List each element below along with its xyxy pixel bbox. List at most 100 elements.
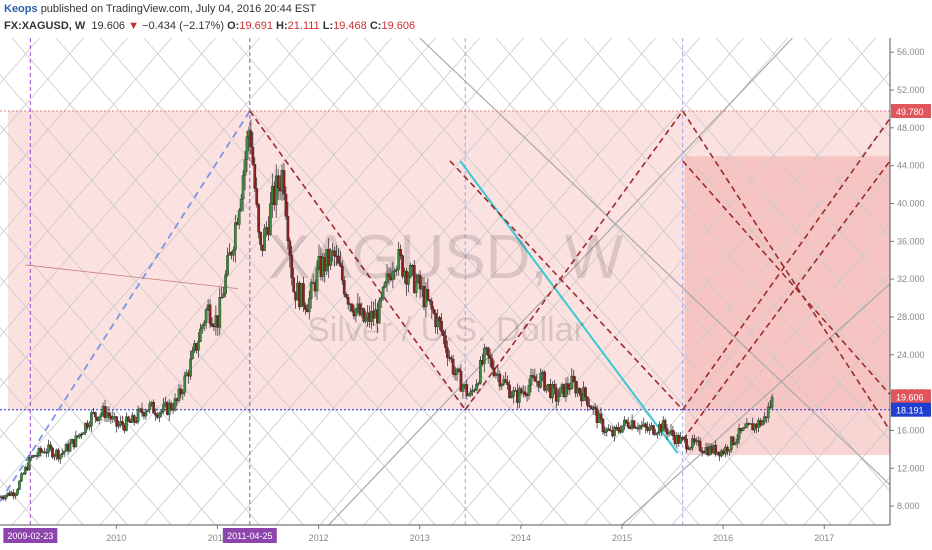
candle-body [292, 277, 296, 292]
candle-body [545, 384, 548, 391]
candle-body [144, 411, 148, 417]
candle-body [477, 383, 480, 385]
candle-body [18, 480, 21, 490]
candle-body [568, 388, 572, 391]
candle-body [506, 382, 509, 386]
date-label-box [222, 528, 277, 543]
candle-body [237, 210, 241, 225]
candle-body [714, 444, 718, 455]
candle-body [626, 422, 630, 428]
y-tick-label: 32.000 [897, 274, 925, 284]
candle-body [125, 416, 128, 431]
candle-body [687, 448, 690, 450]
candle-body [500, 384, 504, 387]
candle-body [469, 391, 473, 396]
candle-body [498, 373, 502, 387]
publisher-line: Keops published on TradingView.com, July… [4, 3, 316, 15]
x-tick-label: 2017 [814, 533, 834, 543]
projection-line [681, 110, 890, 431]
candle-body [136, 409, 140, 423]
projection-line [249, 110, 466, 411]
candle-body [381, 286, 385, 298]
candle-body [340, 265, 344, 281]
candle-body [379, 297, 383, 301]
candle-body [257, 204, 261, 233]
candle-body [162, 404, 165, 412]
candle-body [473, 389, 476, 392]
candle-body [479, 360, 482, 384]
candle-body [632, 420, 636, 428]
candle-body [397, 249, 401, 270]
candle-body [344, 294, 348, 298]
candle-body [274, 175, 278, 206]
candle-body [39, 448, 43, 453]
candle-body [152, 401, 155, 414]
candle-body [648, 426, 651, 431]
gann-line [451, 38, 876, 525]
author-name[interactable]: Keops [4, 3, 38, 15]
candle-body [49, 444, 52, 449]
candle-body [578, 387, 581, 394]
candle-body [574, 380, 578, 394]
candle-body [543, 371, 546, 391]
y-tick-label: 12.000 [897, 463, 925, 473]
candle-body [140, 408, 144, 414]
candle-body [467, 394, 471, 397]
candle-body [665, 428, 669, 435]
candle-body [432, 309, 436, 314]
gann-line [715, 38, 890, 239]
candle-body [286, 216, 290, 242]
gann-line [275, 38, 700, 525]
chart-header: Keops published on TradingView.com, July… [0, 0, 932, 38]
candle-body [510, 395, 513, 398]
candle-body [99, 413, 103, 417]
x-tick-label: 2014 [511, 533, 531, 543]
y-tick-label: 44.000 [897, 161, 925, 171]
candle-body [189, 358, 192, 377]
candle-body [346, 297, 350, 305]
candle-body [255, 188, 259, 205]
candle-body [78, 433, 82, 438]
candle-body [442, 331, 445, 337]
candle-body [449, 357, 453, 360]
gann-line [0, 38, 348, 439]
candle-body [727, 449, 731, 452]
candle-body [621, 425, 624, 433]
candle-body [414, 281, 418, 293]
close-label: C: [369, 20, 382, 32]
candle-body [309, 282, 313, 299]
candle-body [393, 270, 397, 273]
candle-body [689, 447, 692, 450]
candle-body [517, 388, 521, 403]
price-label-text: 18.191 [896, 406, 924, 416]
candle-body [745, 423, 749, 428]
gann-line [0, 38, 172, 236]
trend-rise-line [0, 110, 251, 502]
candle-body [504, 379, 508, 383]
high-label: H: [276, 20, 288, 32]
candle-body [232, 249, 235, 256]
candle-body [45, 452, 49, 454]
candle-body [391, 271, 395, 281]
candle-body [488, 355, 492, 359]
candle-body [181, 392, 185, 395]
published-text: published on TradingView.com, July 04, 2… [40, 3, 317, 15]
candle-body [638, 425, 642, 430]
candle-body [551, 384, 554, 399]
candle-body [218, 297, 222, 328]
candle-body [409, 265, 412, 278]
candle-body [586, 396, 589, 406]
trend-thin-line [25, 264, 238, 289]
candle-body [210, 323, 214, 327]
y-tick-label: 56.000 [897, 47, 925, 57]
open-value: 19.691 [239, 20, 273, 32]
candle-body [622, 419, 626, 426]
gann-line [187, 38, 612, 525]
candle-body [333, 250, 336, 257]
candle-body [350, 303, 354, 312]
candle-body [566, 383, 570, 390]
candle-body [177, 388, 181, 401]
symbol-label[interactable]: FX:XAGUSD, W [4, 20, 86, 32]
